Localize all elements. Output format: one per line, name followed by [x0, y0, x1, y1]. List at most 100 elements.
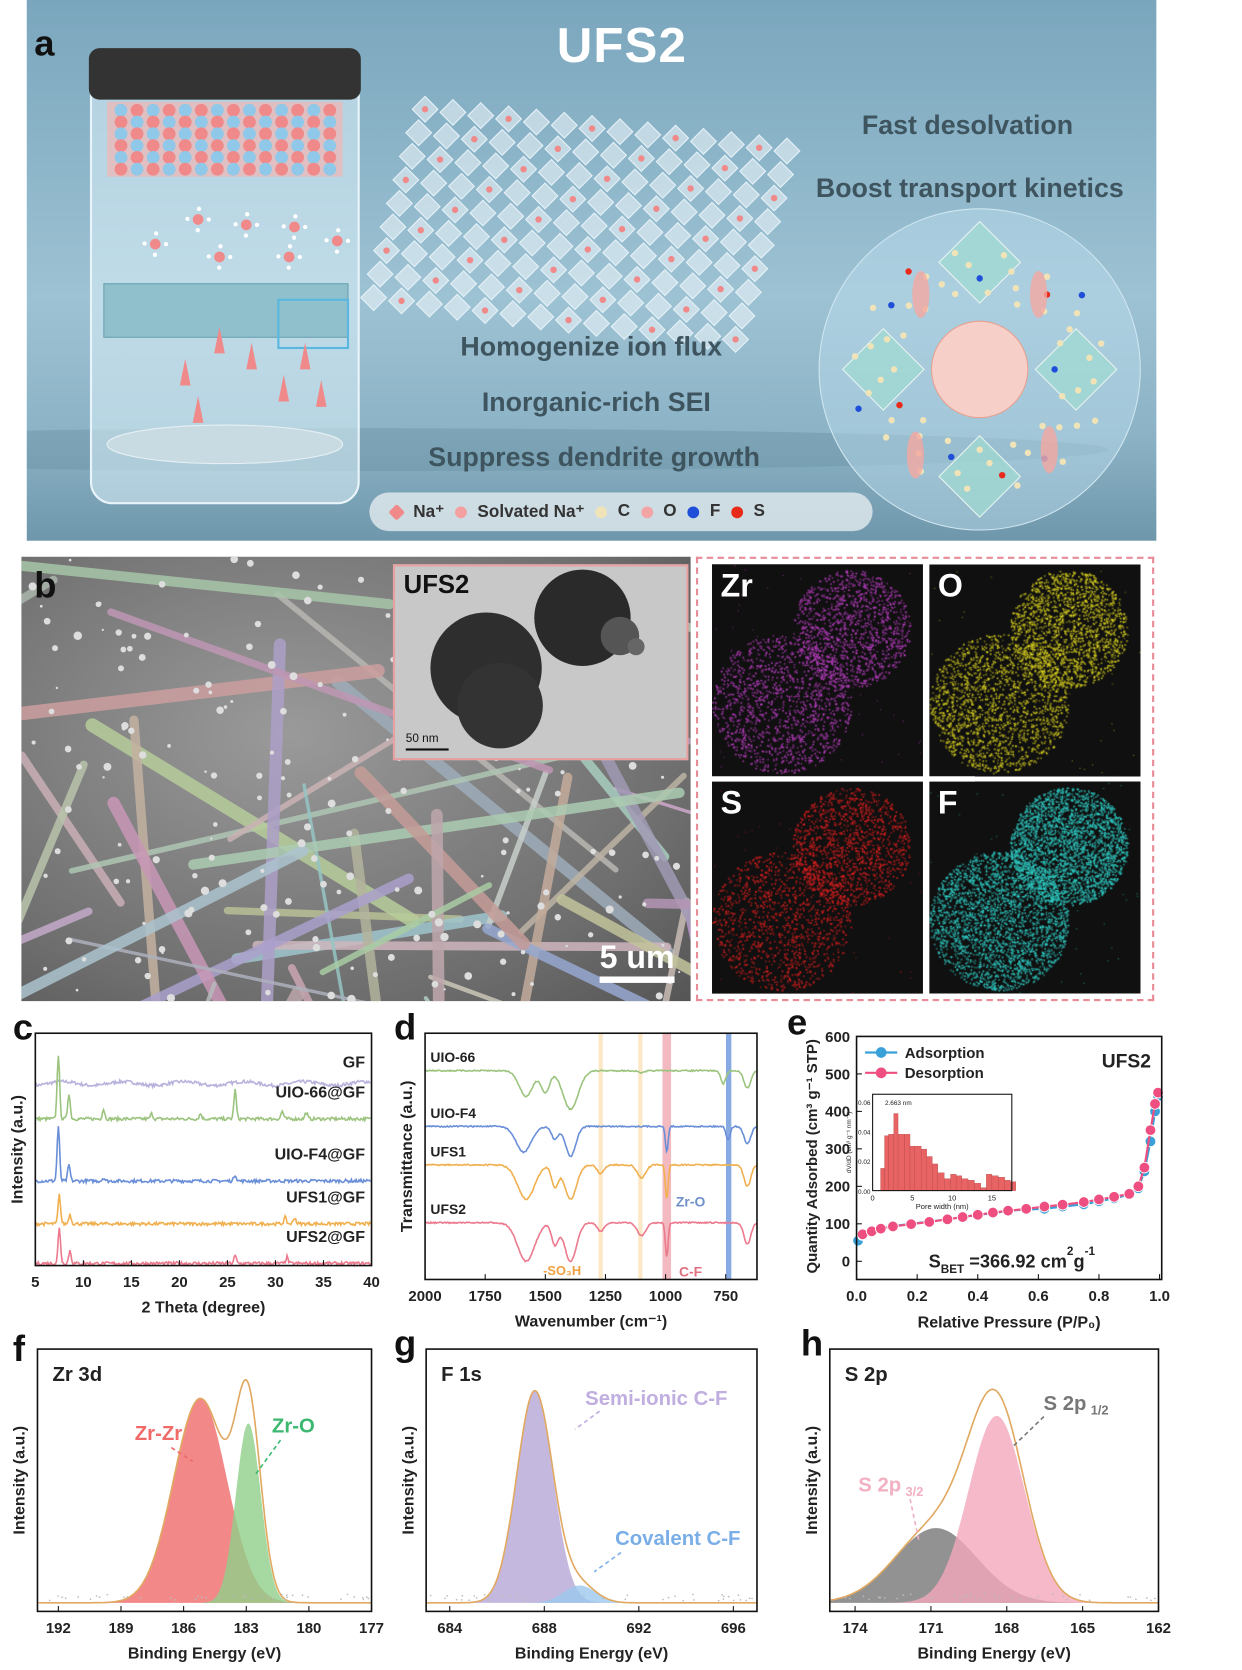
bet-point-desorption — [888, 1221, 899, 1232]
xps-raw-point — [206, 1597, 208, 1599]
bet-point-desorption — [1139, 1162, 1150, 1173]
xps-raw-point — [456, 1599, 458, 1601]
pore-bar — [910, 1146, 915, 1190]
xps-raw-point — [1154, 1598, 1156, 1600]
pore-bar — [894, 1114, 898, 1191]
bet-y-tick-label: 100 — [825, 1216, 850, 1233]
xrd-x-tick-label: 30 — [267, 1274, 284, 1291]
xps-raw-point — [489, 1600, 491, 1602]
label-arrow — [1012, 1417, 1044, 1448]
xps-h-x-tick-label: 174 — [843, 1620, 869, 1637]
bet-point-desorption — [1094, 1194, 1105, 1205]
xps-raw-point — [96, 1595, 98, 1597]
xps-raw-point — [250, 1598, 252, 1600]
bet-x-tick-label: 0.8 — [1089, 1288, 1110, 1305]
xps-raw-point — [286, 1594, 288, 1596]
xps-f-y-axis-label: Intensity (a.u.) — [11, 1426, 29, 1535]
xps-raw-point — [468, 1599, 470, 1601]
xps-raw-point — [77, 1596, 79, 1598]
sbet-g: g — [1073, 1252, 1084, 1272]
xps-f-x-tick-label: 192 — [46, 1620, 71, 1637]
sbet-annotation: SBET =366.92 cm2g-1 — [929, 1245, 1096, 1276]
xps-f-x-tick-label: 186 — [171, 1620, 196, 1637]
xrd-x-tick-label: 5 — [31, 1274, 39, 1291]
pore-bar — [898, 1134, 904, 1190]
sbet-s: S — [929, 1252, 941, 1272]
xps-raw-point — [975, 1597, 977, 1599]
xrd-series-label: UFS2@GF — [286, 1228, 365, 1246]
xps-raw-point — [723, 1596, 725, 1598]
xps-raw-point — [1079, 1594, 1081, 1596]
xps-raw-point — [1089, 1599, 1091, 1601]
bet-point-desorption — [1133, 1181, 1144, 1192]
xps-raw-point — [1037, 1596, 1039, 1598]
pore-bar — [889, 1134, 894, 1190]
ftir-series-3 — [425, 1222, 757, 1261]
bet-point-desorption — [924, 1217, 935, 1228]
xps-raw-point — [461, 1599, 463, 1601]
xps-f-x-tick-label: 180 — [296, 1620, 321, 1637]
xps-raw-point — [979, 1599, 981, 1601]
xps-raw-point — [925, 1595, 927, 1597]
sbet-sub: BET — [941, 1263, 965, 1276]
xps-h-y-axis-label: Intensity (a.u.) — [803, 1426, 821, 1535]
xps-raw-point — [233, 1595, 235, 1597]
xps-raw-point — [1146, 1597, 1148, 1599]
xps-raw-point — [65, 1597, 67, 1599]
xps-raw-point — [286, 1596, 288, 1598]
xps-raw-point — [197, 1595, 199, 1597]
component-label: Semi-ionic C-F — [585, 1388, 727, 1410]
pore-bar — [992, 1176, 998, 1191]
xps-h-x-tick-label: 165 — [1070, 1620, 1095, 1637]
ftir-series-1 — [425, 1126, 757, 1157]
label-sub: 1/2 — [1091, 1402, 1109, 1417]
xps-raw-point — [444, 1597, 446, 1599]
xps-raw-point — [740, 1599, 742, 1601]
xps-raw-point — [966, 1595, 968, 1597]
xps-raw-point — [532, 1599, 534, 1601]
xps-raw-point — [674, 1595, 676, 1597]
xps-raw-point — [1062, 1596, 1064, 1598]
xps-raw-point — [219, 1597, 221, 1599]
inset-y-axis-label: dV/dD (cm³ g⁻¹ nm⁻¹) — [846, 1112, 853, 1174]
xps-g-x-tick-label: 692 — [626, 1620, 651, 1637]
cf-annotation: C-F — [679, 1263, 702, 1279]
sbet-sup2: -1 — [1085, 1245, 1096, 1258]
pore-bar — [938, 1173, 944, 1191]
xps-raw-point — [868, 1599, 870, 1601]
zro-annotation: Zr-O — [676, 1194, 706, 1210]
bet-point-desorption — [1124, 1188, 1135, 1199]
inset-x-tick-label: 0 — [871, 1193, 875, 1202]
xps-h-x-axis-label: Binding Energy (eV) — [917, 1645, 1070, 1663]
label-arrow — [594, 1553, 621, 1572]
pore-bar — [904, 1134, 910, 1190]
xps-raw-point — [363, 1599, 365, 1601]
xps-raw-point — [1150, 1600, 1152, 1602]
xps-raw-point — [1052, 1594, 1054, 1596]
xps-raw-point — [693, 1599, 695, 1601]
xps-raw-point — [49, 1600, 51, 1602]
xps-h-x-tick-label: 162 — [1146, 1620, 1171, 1637]
xps-raw-point — [959, 1598, 961, 1600]
xps-raw-point — [627, 1594, 629, 1596]
xps-g-x-tick-label: 696 — [721, 1620, 746, 1637]
bet-point-adsorption — [1145, 1136, 1156, 1147]
xps-raw-point — [195, 1598, 197, 1600]
bet-x-tick-label: 0.6 — [1028, 1288, 1049, 1305]
xps-raw-point — [1130, 1596, 1132, 1598]
xps-raw-point — [960, 1600, 962, 1602]
bet-point-desorption — [1109, 1191, 1120, 1202]
pore-bar — [881, 1168, 885, 1190]
inset-x-axis-label: Pore width (nm) — [916, 1202, 969, 1211]
xps-title-f: Zr 3d — [52, 1364, 102, 1386]
xps-g-x-tick-label: 684 — [437, 1620, 463, 1637]
xps-raw-point — [849, 1598, 851, 1600]
xps-raw-point — [484, 1594, 486, 1596]
xps-raw-point — [502, 1595, 504, 1597]
xps-raw-point — [723, 1598, 725, 1600]
pore-bar — [986, 1174, 992, 1190]
bet-point-desorption — [942, 1214, 953, 1225]
legend-desorption: Desorption — [905, 1065, 984, 1082]
